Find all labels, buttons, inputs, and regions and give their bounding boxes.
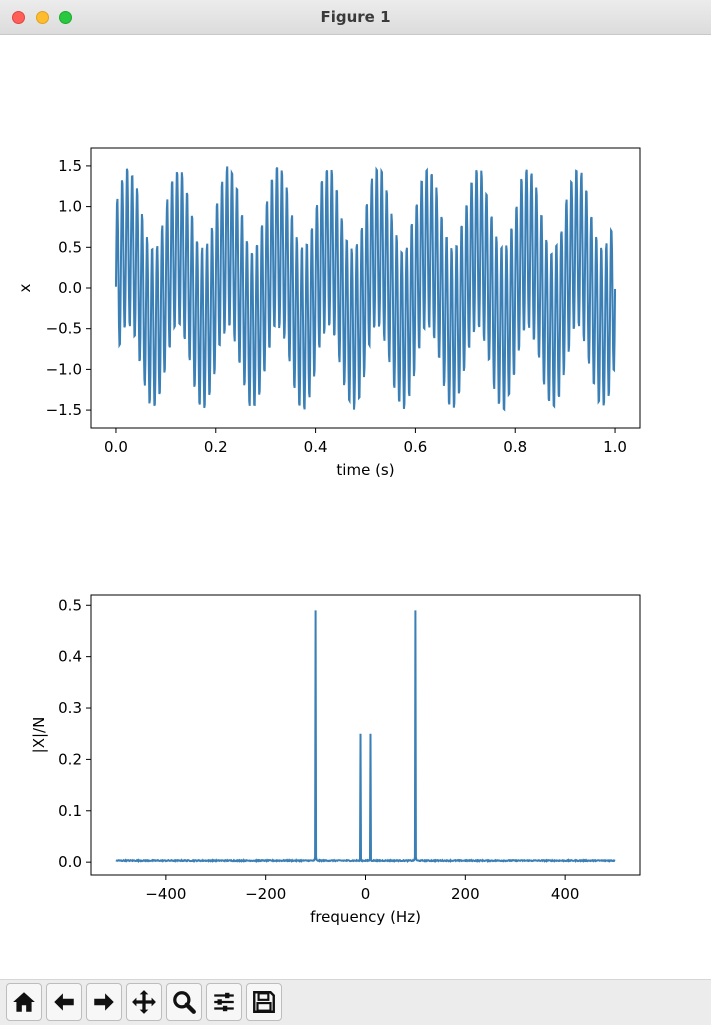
y-tick-label: 1.0 bbox=[58, 198, 82, 216]
signal-line bbox=[114, 166, 617, 412]
home-button[interactable] bbox=[6, 983, 42, 1021]
save-button[interactable] bbox=[246, 983, 282, 1021]
x-ticks: 0.0 0.2 0.4 0.6 0.8 1.0 bbox=[104, 428, 627, 456]
y-tick-label: 0.3 bbox=[58, 699, 82, 717]
maximize-window-button[interactable] bbox=[59, 11, 72, 24]
magnifier-icon bbox=[173, 991, 196, 1014]
pan-button[interactable] bbox=[126, 983, 162, 1021]
sliders-icon bbox=[214, 992, 234, 1012]
window-titlebar: Figure 1 bbox=[0, 0, 711, 35]
x-tick-label: 0 bbox=[361, 885, 371, 903]
axes-frame bbox=[90, 594, 641, 876]
y-tick-label: 0.4 bbox=[58, 648, 82, 666]
close-window-button[interactable] bbox=[12, 11, 25, 24]
y-tick-label: 0.1 bbox=[58, 802, 82, 820]
y-tick-label: 0.0 bbox=[58, 279, 82, 297]
floppy-icon bbox=[253, 991, 275, 1013]
x-tick-label: 200 bbox=[451, 885, 480, 903]
window-title: Figure 1 bbox=[320, 8, 391, 26]
back-button[interactable] bbox=[46, 983, 82, 1021]
time-domain-axes: 0.0 0.2 0.4 0.6 0.8 1.0 −1.5 −1.0 −0.5 0.0 0.5 1.0… bbox=[16, 147, 641, 479]
x-tick-label: 0.4 bbox=[304, 438, 328, 456]
x-tick-label: 0.2 bbox=[204, 438, 228, 456]
y-axis-label: |X|/N bbox=[30, 717, 48, 754]
y-tick-label: 0.5 bbox=[58, 238, 82, 256]
arrow-left-icon bbox=[54, 993, 74, 1011]
y-tick-label: 0.5 bbox=[58, 596, 82, 614]
x-tick-label: −400 bbox=[145, 885, 186, 903]
y-tick-label: 0.0 bbox=[58, 853, 82, 871]
arrow-right-icon bbox=[94, 993, 114, 1011]
x-tick-label: 0.0 bbox=[104, 438, 128, 456]
x-tick-label: 0.8 bbox=[503, 438, 527, 456]
minimize-window-button[interactable] bbox=[36, 11, 49, 24]
x-axis-label: frequency (Hz) bbox=[310, 908, 421, 926]
forward-button[interactable] bbox=[86, 983, 122, 1021]
x-tick-label: 400 bbox=[551, 885, 580, 903]
y-tick-label: 0.2 bbox=[58, 750, 82, 768]
y-tick-label: 1.5 bbox=[58, 157, 82, 175]
y-ticks: 0.0 0.1 0.2 0.3 0.4 0.5 bbox=[58, 596, 91, 871]
figure-svg: 0.0 0.2 0.4 0.6 0.8 1.0 −1.5 −1.0 −0.5 0.0 0.5 1.0… bbox=[16, 147, 641, 926]
x-tick-label: 0.6 bbox=[403, 438, 427, 456]
frequency-domain-axes: −400 −200 0 200 400 0.0 0.1 0.2 0.3 0.4 0.5 frequ… bbox=[30, 594, 641, 926]
spectrum-line bbox=[115, 610, 616, 864]
move-icon bbox=[132, 990, 156, 1014]
y-tick-label: −1.5 bbox=[46, 401, 82, 419]
navigation-toolbar bbox=[0, 979, 711, 1025]
y-ticks: −1.5 −1.0 −0.5 0.0 0.5 1.0 1.5 bbox=[46, 157, 91, 419]
y-tick-label: −0.5 bbox=[46, 320, 82, 338]
configure-subplots-button[interactable] bbox=[206, 983, 242, 1021]
zoom-button[interactable] bbox=[166, 983, 202, 1021]
home-icon bbox=[13, 992, 35, 1012]
y-tick-label: −1.0 bbox=[46, 360, 82, 378]
x-axis-label: time (s) bbox=[336, 461, 394, 479]
x-tick-label: 1.0 bbox=[603, 438, 627, 456]
y-axis-label: x bbox=[16, 283, 34, 292]
x-tick-label: −200 bbox=[245, 885, 286, 903]
figure-canvas[interactable]: 0.0 0.2 0.4 0.6 0.8 1.0 −1.5 −1.0 −0.5 0.0 0.5 1.0… bbox=[0, 35, 711, 979]
x-ticks: −400 −200 0 200 400 bbox=[145, 875, 579, 903]
